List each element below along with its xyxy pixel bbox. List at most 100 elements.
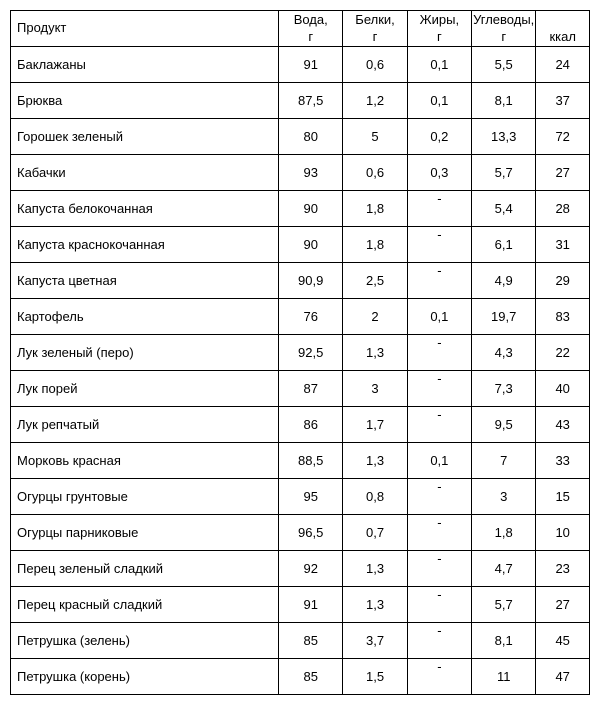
- cell-fat: -: [407, 551, 471, 587]
- cell-carbs: 4,7: [472, 551, 536, 587]
- cell-product: Брюква: [11, 83, 279, 119]
- col-carbs: Углеводы, г: [472, 11, 536, 47]
- cell-protein: 0,6: [343, 47, 407, 83]
- cell-water: 86: [279, 407, 343, 443]
- cell-carbs: 5,5: [472, 47, 536, 83]
- cell-protein: 2,5: [343, 263, 407, 299]
- col-fat-l2: г: [437, 29, 442, 44]
- cell-protein: 0,7: [343, 515, 407, 551]
- table-row: Горошек зеленый8050,213,372: [11, 119, 590, 155]
- cell-kcal: 83: [536, 299, 590, 335]
- cell-carbs: 7: [472, 443, 536, 479]
- table-row: Огурцы парниковые96,50,7-1,810: [11, 515, 590, 551]
- table-row: Капуста цветная90,92,5-4,929: [11, 263, 590, 299]
- cell-carbs: 4,3: [472, 335, 536, 371]
- cell-water: 87: [279, 371, 343, 407]
- cell-kcal: 29: [536, 263, 590, 299]
- cell-kcal: 10: [536, 515, 590, 551]
- table-row: Перец красный сладкий911,3-5,727: [11, 587, 590, 623]
- cell-carbs: 7,3: [472, 371, 536, 407]
- table-row: Баклажаны910,60,15,524: [11, 47, 590, 83]
- table-row: Лук зеленый (перо)92,51,3-4,322: [11, 335, 590, 371]
- cell-water: 95: [279, 479, 343, 515]
- cell-protein: 2: [343, 299, 407, 335]
- cell-protein: 1,8: [343, 191, 407, 227]
- table-header-row: Продукт Вода, г Белки, г Жиры, г Углевод…: [11, 11, 590, 47]
- cell-water: 93: [279, 155, 343, 191]
- table-row: Капуста белокочанная901,8-5,428: [11, 191, 590, 227]
- cell-carbs: 8,1: [472, 623, 536, 659]
- cell-carbs: 6,1: [472, 227, 536, 263]
- cell-water: 91: [279, 587, 343, 623]
- cell-water: 90,9: [279, 263, 343, 299]
- col-fat-l1: Жиры,: [420, 12, 459, 27]
- table-row: Капуста краснокочанная901,8-6,131: [11, 227, 590, 263]
- cell-water: 85: [279, 623, 343, 659]
- cell-kcal: 24: [536, 47, 590, 83]
- cell-product: Огурцы грунтовые: [11, 479, 279, 515]
- cell-kcal: 22: [536, 335, 590, 371]
- cell-fat: -: [407, 515, 471, 551]
- table-row: Морковь красная88,51,30,1733: [11, 443, 590, 479]
- cell-product: Перец красный сладкий: [11, 587, 279, 623]
- cell-protein: 1,3: [343, 443, 407, 479]
- cell-fat: 0,1: [407, 299, 471, 335]
- cell-product: Капуста краснокочанная: [11, 227, 279, 263]
- table-row: Лук репчатый861,7-9,543: [11, 407, 590, 443]
- cell-water: 92,5: [279, 335, 343, 371]
- col-fat: Жиры, г: [407, 11, 471, 47]
- cell-carbs: 3: [472, 479, 536, 515]
- col-water-l1: Вода,: [294, 12, 328, 27]
- cell-fat: -: [407, 407, 471, 443]
- cell-carbs: 5,4: [472, 191, 536, 227]
- cell-water: 76: [279, 299, 343, 335]
- table-header: Продукт Вода, г Белки, г Жиры, г Углевод…: [11, 11, 590, 47]
- cell-kcal: 47: [536, 659, 590, 695]
- cell-kcal: 43: [536, 407, 590, 443]
- cell-protein: 1,3: [343, 587, 407, 623]
- cell-carbs: 5,7: [472, 587, 536, 623]
- cell-carbs: 4,9: [472, 263, 536, 299]
- table-row: Петрушка (корень)851,5-1147: [11, 659, 590, 695]
- cell-product: Огурцы парниковые: [11, 515, 279, 551]
- cell-carbs: 11: [472, 659, 536, 695]
- cell-carbs: 1,8: [472, 515, 536, 551]
- cell-fat: 0,2: [407, 119, 471, 155]
- cell-water: 96,5: [279, 515, 343, 551]
- cell-protein: 0,8: [343, 479, 407, 515]
- table-row: Брюква87,51,20,18,137: [11, 83, 590, 119]
- cell-kcal: 15: [536, 479, 590, 515]
- col-protein-l2: г: [373, 29, 378, 44]
- cell-protein: 5: [343, 119, 407, 155]
- cell-kcal: 31: [536, 227, 590, 263]
- col-carbs-l1: Углеводы,: [473, 12, 534, 27]
- cell-fat: -: [407, 227, 471, 263]
- cell-fat: -: [407, 587, 471, 623]
- cell-product: Горошек зеленый: [11, 119, 279, 155]
- cell-kcal: 27: [536, 155, 590, 191]
- cell-fat: -: [407, 263, 471, 299]
- cell-product: Петрушка (зелень): [11, 623, 279, 659]
- col-kcal: ккал: [536, 11, 590, 47]
- cell-carbs: 19,7: [472, 299, 536, 335]
- table-row: Огурцы грунтовые950,8-315: [11, 479, 590, 515]
- cell-product: Баклажаны: [11, 47, 279, 83]
- col-water-l2: г: [308, 29, 313, 44]
- cell-protein: 1,7: [343, 407, 407, 443]
- col-protein-l1: Белки,: [355, 12, 394, 27]
- col-product-label: Продукт: [17, 20, 66, 35]
- cell-product: Капуста белокочанная: [11, 191, 279, 227]
- cell-product: Лук репчатый: [11, 407, 279, 443]
- cell-kcal: 37: [536, 83, 590, 119]
- cell-fat: -: [407, 623, 471, 659]
- col-product: Продукт: [11, 11, 279, 47]
- cell-water: 92: [279, 551, 343, 587]
- nutrition-table: Продукт Вода, г Белки, г Жиры, г Углевод…: [10, 10, 590, 695]
- cell-fat: 0,1: [407, 83, 471, 119]
- cell-kcal: 72: [536, 119, 590, 155]
- cell-product: Кабачки: [11, 155, 279, 191]
- cell-product: Петрушка (корень): [11, 659, 279, 695]
- cell-fat: -: [407, 479, 471, 515]
- table-row: Петрушка (зелень)853,7-8,145: [11, 623, 590, 659]
- cell-protein: 3,7: [343, 623, 407, 659]
